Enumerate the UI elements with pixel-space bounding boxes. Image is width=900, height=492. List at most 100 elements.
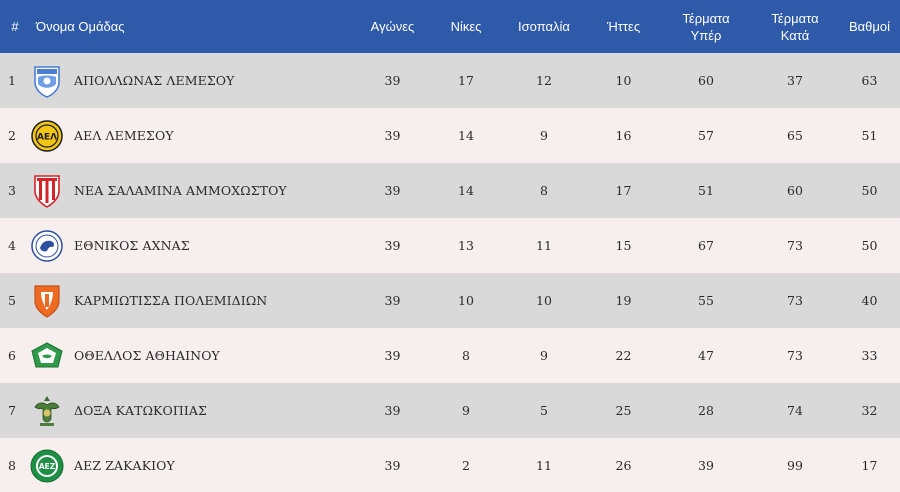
team-cell: ΑΠΟΛΛΩΝΑΣ ΛΕΜΕΣΟΥ	[30, 53, 355, 108]
rank-cell: 1	[8, 73, 16, 88]
wins-cell: 13	[458, 238, 474, 253]
goals-against-cell: 65	[787, 128, 803, 143]
doxa-crest-icon	[30, 392, 64, 430]
points-cell: 17	[861, 458, 878, 473]
points-cell: 32	[861, 403, 878, 418]
header-played: Αγώνες	[370, 19, 415, 34]
team-name: ΟΘΕΛΛΟΣ ΑΘΗΑΙΝΟΥ	[74, 348, 220, 363]
header-draws: Ισοπαλία	[518, 19, 570, 34]
table-row: 1 ΑΠΟΛΛΩΝΑΣ ΛΕΜΕΣΟΥ 39 17 12	[0, 53, 900, 108]
header-points: Βαθμοί	[848, 19, 891, 34]
wins-cell: 10	[458, 293, 474, 308]
team-cell: ΕΘΝΙΚΟΣ ΑΧΝΑΣ	[30, 218, 355, 273]
played-cell: 39	[384, 128, 401, 143]
goals-against-cell: 73	[787, 348, 803, 363]
points-cell: 50	[861, 238, 878, 253]
played-cell: 39	[384, 183, 401, 198]
team-name: ΑΕΛ ΛΕΜΕΣΟΥ	[74, 128, 174, 143]
nea-salamina-crest-icon	[30, 172, 64, 210]
header-goals-against: Τέρματα Κατά	[751, 0, 839, 53]
points-cell: 50	[861, 183, 878, 198]
played-cell: 39	[384, 403, 401, 418]
table-row: 6 ΟΘΕΛΛΟΣ ΑΘΗΑΙΝΟΥ 39 8 9 22 47	[0, 328, 900, 383]
goals-for-cell: 28	[698, 403, 714, 418]
rank-cell: 7	[8, 403, 16, 418]
table-row: 3 ΝΕΑ ΣΑΛΑΜΙΝΑ ΑΜΜΟΧΩΣΤΟΥ 39	[0, 163, 900, 218]
draws-cell: 9	[540, 128, 548, 143]
goals-against-cell: 37	[787, 73, 803, 88]
header-goals-for: Τέρματα Υπέρ	[661, 0, 751, 53]
header-goals-for-line2: Υπέρ	[690, 27, 722, 43]
draws-cell: 11	[536, 238, 552, 253]
played-cell: 39	[384, 293, 401, 308]
goals-for-cell: 47	[698, 348, 714, 363]
goals-for-cell: 55	[698, 293, 714, 308]
losses-cell: 26	[615, 458, 632, 473]
goals-for-cell: 57	[698, 128, 714, 143]
rank-cell: 3	[8, 183, 16, 198]
losses-cell: 19	[615, 293, 632, 308]
goals-against-cell: 74	[787, 403, 803, 418]
table-row: 4 ΕΘΝΙΚΟΣ ΑΧΝΑΣ 39 13 11 15 67	[0, 218, 900, 273]
team-cell: ΝΕΑ ΣΑΛΑΜΙΝΑ ΑΜΜΟΧΩΣΤΟΥ	[30, 163, 355, 218]
header-goals-for-line1: Τέρματα	[682, 10, 730, 26]
svg-text:ΑΕΖ: ΑΕΖ	[39, 462, 56, 471]
header-goals-against-line2: Κατά	[780, 27, 810, 43]
goals-against-cell: 73	[787, 238, 803, 253]
points-cell: 40	[861, 293, 878, 308]
team-name: ΑΠΟΛΛΩΝΑΣ ΛΕΜΕΣΟΥ	[74, 73, 235, 88]
wins-cell: 14	[458, 128, 474, 143]
rank-cell: 4	[8, 238, 16, 253]
draws-cell: 10	[536, 293, 552, 308]
team-name: ΝΕΑ ΣΑΛΑΜΙΝΑ ΑΜΜΟΧΩΣΤΟΥ	[74, 183, 287, 198]
header-wins: Νίκες	[450, 19, 482, 34]
points-cell: 33	[861, 348, 878, 363]
points-cell: 51	[861, 128, 878, 143]
table-row: 2 ΑΕΛ ΑΕΛ ΛΕΜΕΣΟΥ 39 14 9 16 57	[0, 108, 900, 163]
played-cell: 39	[384, 458, 401, 473]
table-header-row: # Όνομα Ομάδας Αγώνες Νίκες Ισοπαλία Ήττ…	[0, 0, 900, 53]
team-cell: ΚΑΡΜΙΩΤΙΣΣΑ ΠΟΛΕΜΙΔΙΩΝ	[30, 273, 355, 328]
draws-cell: 8	[540, 183, 548, 198]
losses-cell: 22	[615, 348, 632, 363]
played-cell: 39	[384, 73, 401, 88]
team-name: ΕΘΝΙΚΟΣ ΑΧΝΑΣ	[74, 238, 190, 253]
rank-cell: 5	[8, 293, 16, 308]
draws-cell: 5	[540, 403, 548, 418]
othellos-crest-icon	[30, 337, 64, 375]
draws-cell: 9	[540, 348, 548, 363]
header-rank: #	[11, 19, 19, 34]
wins-cell: 14	[458, 183, 474, 198]
played-cell: 39	[384, 348, 401, 363]
table-row: 7 ΔΟΞΑ ΚΑΤΩΚΟΠΙΑΣ 39 9 5 2	[0, 383, 900, 438]
team-name: ΚΑΡΜΙΩΤΙΣΣΑ ΠΟΛΕΜΙΔΙΩΝ	[74, 293, 268, 308]
goals-for-cell: 39	[698, 458, 714, 473]
losses-cell: 25	[615, 403, 632, 418]
goals-for-cell: 51	[698, 183, 714, 198]
goals-against-cell: 73	[787, 293, 803, 308]
rank-cell: 8	[8, 458, 16, 473]
rank-cell: 6	[8, 348, 16, 363]
wins-cell: 9	[462, 403, 470, 418]
goals-for-cell: 60	[698, 73, 714, 88]
losses-cell: 15	[615, 238, 632, 253]
played-cell: 39	[384, 238, 401, 253]
points-cell: 63	[861, 73, 878, 88]
team-cell: ΟΘΕΛΛΟΣ ΑΘΗΑΙΝΟΥ	[30, 328, 355, 383]
goals-against-cell: 99	[787, 458, 803, 473]
losses-cell: 10	[615, 73, 632, 88]
header-goals-against-line1: Τέρματα	[771, 10, 819, 26]
team-cell: ΑΕΛ ΑΕΛ ΛΕΜΕΣΟΥ	[30, 108, 355, 163]
aez-crest-icon: ΑΕΖ	[30, 447, 64, 485]
team-cell: ΑΕΖ ΑΕΖ ΖΑΚΑΚΙΟΥ	[30, 438, 355, 492]
team-name: ΑΕΖ ΖΑΚΑΚΙΟΥ	[74, 458, 175, 473]
svg-text:ΑΕΛ: ΑΕΛ	[37, 132, 57, 142]
karmiotissa-crest-icon	[30, 282, 64, 320]
table-row: 8 ΑΕΖ ΑΕΖ ΖΑΚΑΚΙΟΥ 39 2 11	[0, 438, 900, 492]
header-team: Όνομα Ομάδας	[36, 19, 125, 34]
team-cell: ΔΟΞΑ ΚΑΤΩΚΟΠΙΑΣ	[30, 383, 355, 438]
losses-cell: 17	[615, 183, 632, 198]
rank-cell: 2	[8, 128, 16, 143]
header-losses: Ήττες	[606, 19, 641, 34]
ethnikos-crest-icon	[30, 227, 64, 265]
